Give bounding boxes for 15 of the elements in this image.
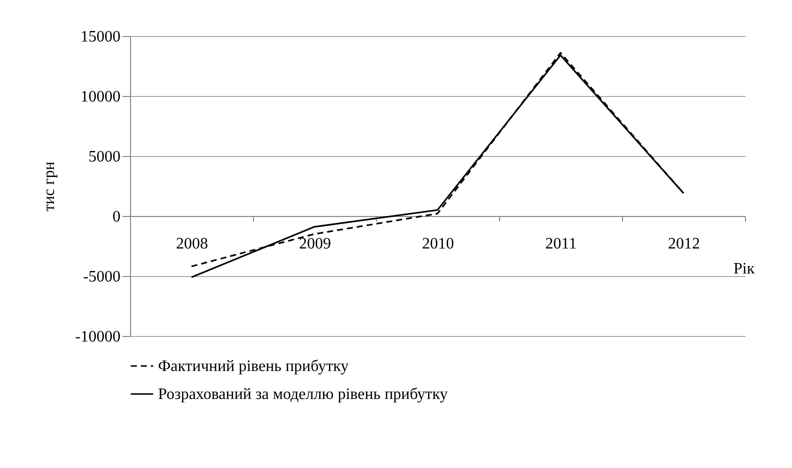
legend-label: Розрахований за моделлю рівень прибутку	[158, 386, 448, 403]
x-tick-label: 2008	[176, 236, 208, 252]
y-axis-title: тис грн	[41, 161, 58, 212]
x-tick-label: 2010	[422, 236, 454, 252]
x-tick-label: 2011	[545, 236, 577, 252]
x-tick-label: 2012	[668, 236, 700, 252]
x-tick-label: 2009	[299, 236, 331, 252]
y-tick-label: 10000	[80, 88, 120, 106]
legend-label: Фактичний рівень прибутку	[158, 358, 349, 375]
y-tick-label: 0	[112, 208, 120, 226]
y-tick-label: 5000	[88, 148, 120, 166]
y-tick-label: -5000	[83, 268, 120, 286]
x-axis-title: Рік	[734, 260, 755, 278]
y-tick-label: -10000	[75, 328, 120, 346]
y-tick-label: 15000	[80, 28, 120, 46]
